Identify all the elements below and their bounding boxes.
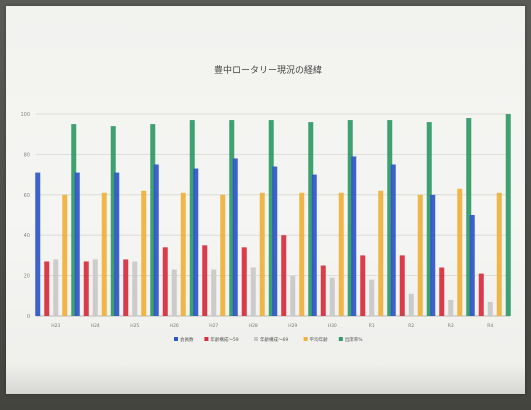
bar-3-5	[211, 269, 217, 316]
bar-2-7	[281, 235, 287, 316]
x-tick-label: H26	[170, 323, 179, 329]
legend-label: 年齢構成～59	[210, 336, 238, 343]
x-tick-label: H30	[328, 323, 337, 329]
bar-3-12	[487, 301, 493, 316]
bar-4-7	[299, 192, 305, 316]
y-tick-label: 80	[24, 152, 30, 158]
x-tick-label: H23	[51, 323, 60, 329]
bar-2-5	[202, 245, 208, 316]
bar-2-8	[320, 265, 326, 316]
legend-label: 年齢構成～69	[260, 336, 288, 343]
bar-4-9	[378, 190, 384, 316]
bar-1-3	[114, 172, 120, 316]
bar-1-8	[311, 174, 317, 316]
bar-5-5	[229, 120, 235, 316]
x-tick-label: H28	[249, 323, 258, 329]
bar-5-4	[189, 120, 195, 316]
bar-5-7	[308, 122, 314, 316]
bar-5-8	[347, 120, 353, 316]
bar-4-6	[259, 192, 265, 316]
legend-label: 会員数	[180, 336, 194, 343]
bar-1-9	[351, 156, 357, 316]
bar-1-5	[193, 168, 199, 316]
x-tick-label: R2	[408, 323, 414, 329]
x-tick-label: R3	[448, 323, 454, 329]
bar-1-4	[153, 164, 159, 316]
bar-3-3	[132, 261, 138, 316]
bar-4-8	[338, 192, 344, 316]
bar-2-2	[83, 261, 89, 316]
bar-3-9	[369, 279, 375, 316]
x-tick-label: R1	[369, 323, 375, 329]
bar-2-12	[478, 273, 484, 316]
legend-swatch	[204, 337, 209, 341]
x-tick-label: R4	[487, 323, 493, 329]
bar-1-6	[232, 158, 238, 316]
bar-3-8	[329, 277, 335, 316]
legend-label: 出席率%	[345, 336, 363, 343]
bar-4-3	[141, 190, 147, 316]
bar-3-1	[53, 259, 59, 316]
bar-4-4	[180, 192, 186, 316]
bar-1-12	[469, 215, 475, 316]
bars	[35, 114, 511, 317]
x-tick-label: H24	[91, 323, 100, 329]
bar-3-6	[250, 267, 256, 316]
bar-1-7	[272, 166, 278, 316]
legend-swatch	[254, 337, 258, 341]
paper-sheet: 豊中ロータリー現況の経緯 0 20 40 60 80 100 H23 H24 H25 H26 H2…	[6, 6, 525, 394]
bar-3-2	[92, 259, 98, 316]
bar-5-1	[71, 124, 77, 316]
bar-2-9	[360, 255, 366, 316]
y-tick-label: 100	[20, 112, 30, 118]
bar-2-11	[439, 267, 445, 316]
x-tick-label: H25	[130, 323, 139, 329]
paper-shadow	[6, 364, 525, 394]
bar-1-11	[430, 194, 436, 316]
bar-5-11	[466, 118, 472, 316]
bar-3-10	[408, 293, 414, 316]
bar-5-2	[110, 126, 116, 317]
y-tick-label: 20	[24, 274, 30, 280]
bar-4-12	[496, 192, 502, 316]
bar-3-7	[290, 275, 296, 316]
bar-3-11	[448, 299, 454, 316]
chart-title: 豊中ロータリー現況の経緯	[214, 64, 322, 76]
bar-2-6	[241, 247, 247, 316]
bar-2-1	[44, 261, 50, 316]
bar-2-10	[399, 255, 405, 316]
bar-1-1	[35, 172, 41, 316]
bar-1-2	[74, 172, 80, 316]
legend-label: 平均年齢	[310, 336, 328, 343]
y-axis-ticks: 0 20 40 60 80 100	[20, 112, 30, 320]
x-tick-label: H29	[288, 323, 297, 329]
bar-1-10	[390, 164, 396, 316]
bar-5-12	[505, 114, 511, 316]
bar-3-4	[171, 269, 177, 316]
bar-4-2	[101, 192, 107, 316]
legend-swatch	[338, 337, 343, 341]
legend-swatch	[303, 337, 308, 341]
x-axis-labels: H23 H24 H25 H26 H27 H28 H29 H30 R1 R2 R3 R4	[51, 323, 493, 329]
bar-5-10	[426, 122, 432, 316]
bar-2-4	[162, 247, 168, 316]
bar-4-5	[220, 194, 226, 316]
x-tick-label: H27	[209, 323, 218, 329]
bar-4-1	[62, 194, 68, 316]
bar-5-6	[268, 120, 274, 316]
legend-swatch	[174, 337, 178, 341]
y-tick-label: 0	[27, 314, 30, 320]
bar-4-11	[457, 188, 463, 316]
bar-5-9	[387, 120, 393, 316]
bar-2-3	[123, 259, 129, 316]
legend: 会員数 年齢構成～59 年齢構成～69 平均年齢 出席率%	[174, 336, 363, 343]
y-tick-label: 60	[24, 193, 30, 199]
bar-4-10	[417, 194, 423, 316]
y-tick-label: 40	[24, 233, 30, 239]
bar-5-3	[150, 124, 156, 316]
